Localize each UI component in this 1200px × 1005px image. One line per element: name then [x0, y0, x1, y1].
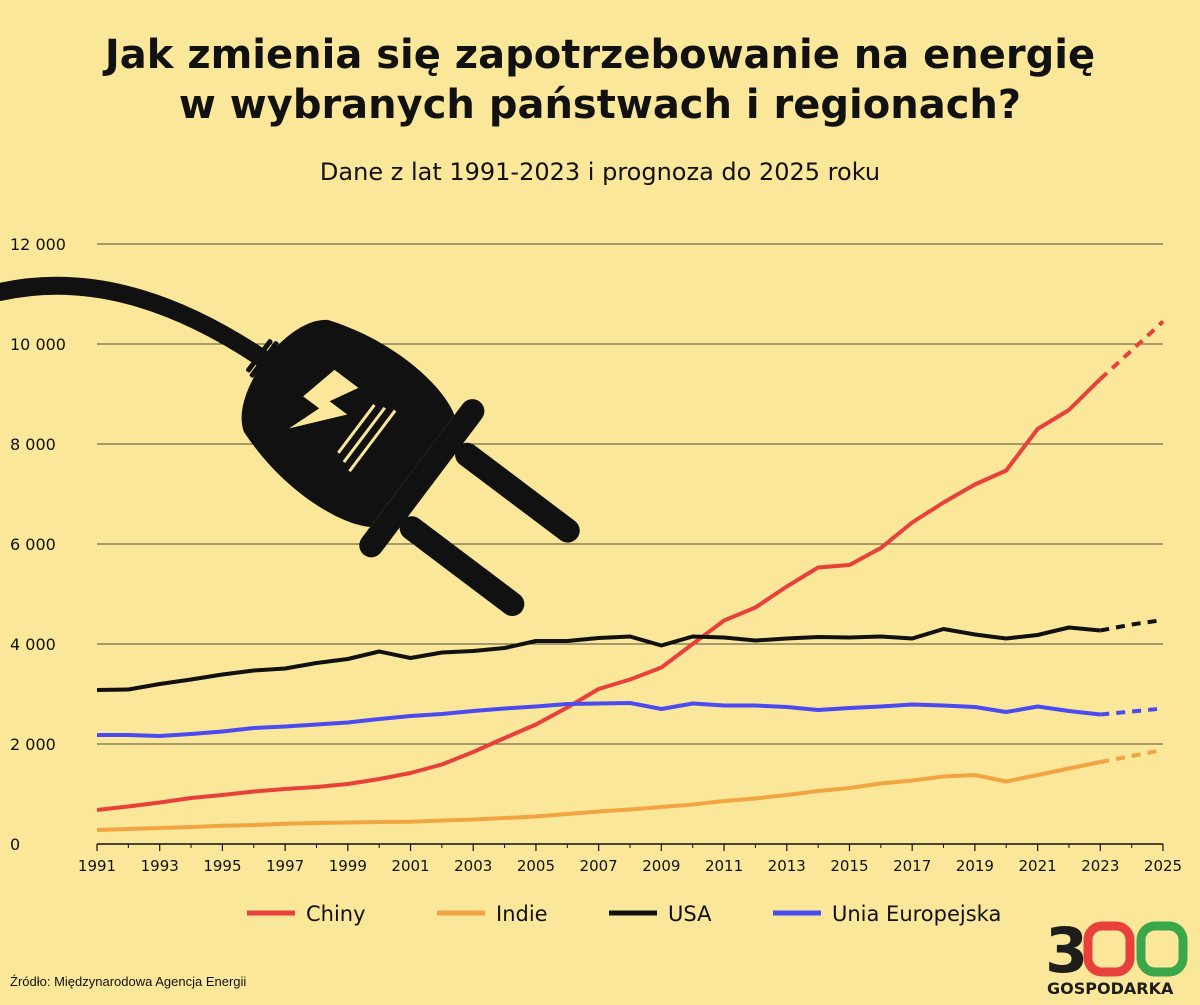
series-line-indie — [96, 760, 1101, 832]
x-tick-label: 2025 — [1144, 857, 1182, 875]
series-lines — [96, 320, 1165, 832]
legend-label: Indie — [496, 902, 548, 926]
x-tick-label: 2023 — [1081, 857, 1119, 875]
x-tick-label: 2019 — [956, 857, 994, 875]
forecast-line-usa — [1099, 618, 1164, 633]
logo-text: GOSPODARKA — [1047, 979, 1174, 998]
x-tick-label: 1997 — [266, 857, 304, 875]
x-tick-label: 2011 — [705, 857, 743, 875]
x-tick-label: 2001 — [391, 857, 429, 875]
x-tick-label: 2005 — [517, 857, 555, 875]
logo-zero-red — [1083, 921, 1135, 977]
x-tick-label: 1999 — [329, 857, 367, 875]
legend-label: Unia Europejska — [832, 902, 1001, 926]
x-tick-label: 1991 — [78, 857, 116, 875]
x-tick-label: 2021 — [1018, 857, 1056, 875]
y-tick-label: 12 000 — [10, 235, 66, 254]
series-line-chiny — [96, 377, 1102, 812]
forecast-line-unia-europejska — [1100, 706, 1164, 717]
series-line-unia-europejska — [97, 701, 1101, 738]
x-tick-label: 2017 — [893, 857, 931, 875]
x-tick-label: 2009 — [642, 857, 680, 875]
logo-zero-green — [1136, 921, 1188, 977]
x-tick-label: 2015 — [830, 857, 868, 875]
x-tick-label: 2007 — [580, 857, 618, 875]
y-tick-label: 8 000 — [10, 435, 56, 454]
x-tick-label: 2013 — [768, 857, 806, 875]
x-tick-label: 1995 — [203, 857, 241, 875]
y-tick-label: 2 000 — [10, 735, 56, 754]
y-tick-label: 10 000 — [10, 335, 66, 354]
legend: Chiny Indie USA Unia Europejska — [247, 902, 1001, 926]
series-line-usa — [96, 625, 1101, 692]
title-line-2: w wybranych państwach i regionach? — [178, 82, 1022, 128]
chart-subtitle: Dane z lat 1991-2023 i prognoza do 2025 … — [319, 158, 881, 186]
forecast-line-chiny — [1098, 320, 1165, 381]
forecast-line-indie — [1099, 748, 1164, 764]
legend-label: USA — [668, 902, 712, 926]
source-note: Źródło: Międzynarodowa Agencja Energii — [10, 974, 247, 989]
legend-label: Chiny — [306, 902, 366, 926]
x-tick-label: 1993 — [141, 857, 179, 875]
y-tick-label: 6 000 — [10, 535, 56, 554]
logo-number: 3 — [1045, 920, 1086, 987]
y-tick-label: 4 000 — [10, 635, 56, 654]
chart-title: Jak zmienia się zapotrzebowanie na energ… — [0, 30, 1200, 130]
axes: 0 2 000 4 000 6 000 8 000 10 000 12 000 1991 199… — [10, 235, 1182, 875]
plug-icon — [0, 276, 580, 617]
x-tick-label: 2003 — [454, 857, 492, 875]
y-tick-label: 0 — [10, 835, 20, 854]
logo: 3 GOSPODARKA — [1045, 914, 1190, 1000]
title-line-1: Jak zmienia się zapotrzebowanie na energ… — [104, 32, 1096, 78]
